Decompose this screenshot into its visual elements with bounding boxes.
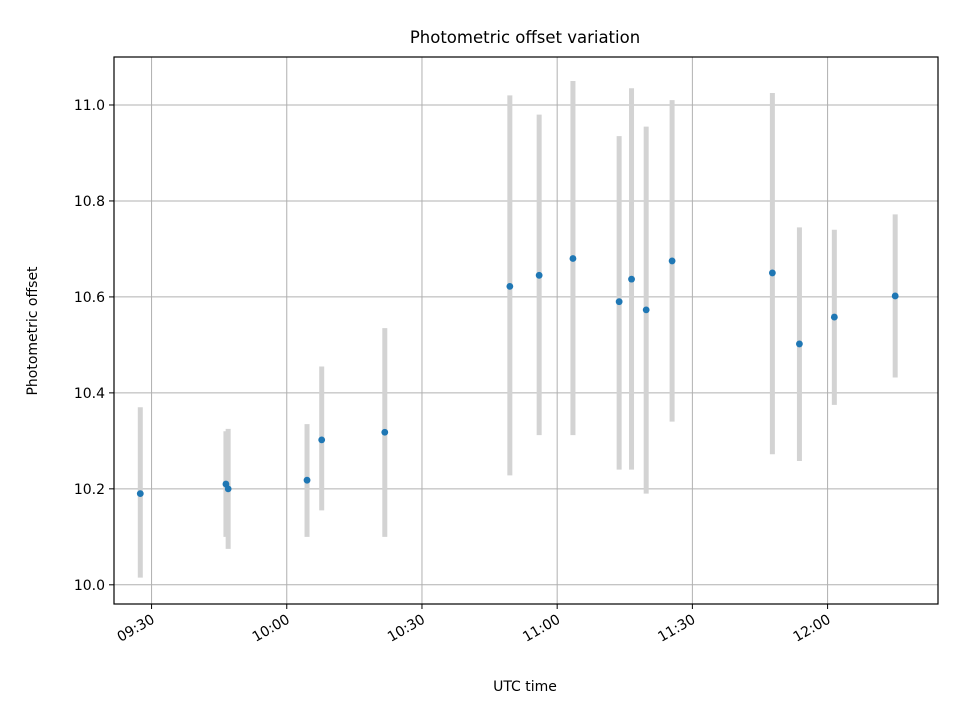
data-point xyxy=(642,306,650,314)
data-point xyxy=(768,269,776,277)
y-tick-label: 10.0 xyxy=(74,578,105,594)
data-point xyxy=(506,282,514,290)
y-tick-label: 10.8 xyxy=(74,194,105,210)
plot-frame xyxy=(113,56,939,605)
y-tick-label: 11.0 xyxy=(74,98,105,114)
x-axis-label: UTC time xyxy=(493,679,557,695)
y-tick-label: 10.4 xyxy=(74,386,105,402)
y-tick-label: 10.2 xyxy=(74,482,105,498)
data-point xyxy=(628,275,635,283)
y-axis-label: Photometric offset xyxy=(25,266,41,396)
data-point xyxy=(569,255,577,262)
data-point xyxy=(830,313,838,321)
data-point xyxy=(796,340,803,348)
data-points xyxy=(136,255,899,498)
chart-title: Photometric offset variation xyxy=(410,28,640,47)
data-point xyxy=(224,485,232,493)
y-tick-label: 10.6 xyxy=(74,290,105,306)
data-point xyxy=(136,490,144,498)
data-point xyxy=(303,476,311,484)
data-point xyxy=(891,292,899,300)
data-point xyxy=(615,298,623,306)
data-point xyxy=(381,428,389,436)
data-point xyxy=(318,436,326,444)
data-point xyxy=(535,271,543,279)
data-point xyxy=(668,257,676,265)
